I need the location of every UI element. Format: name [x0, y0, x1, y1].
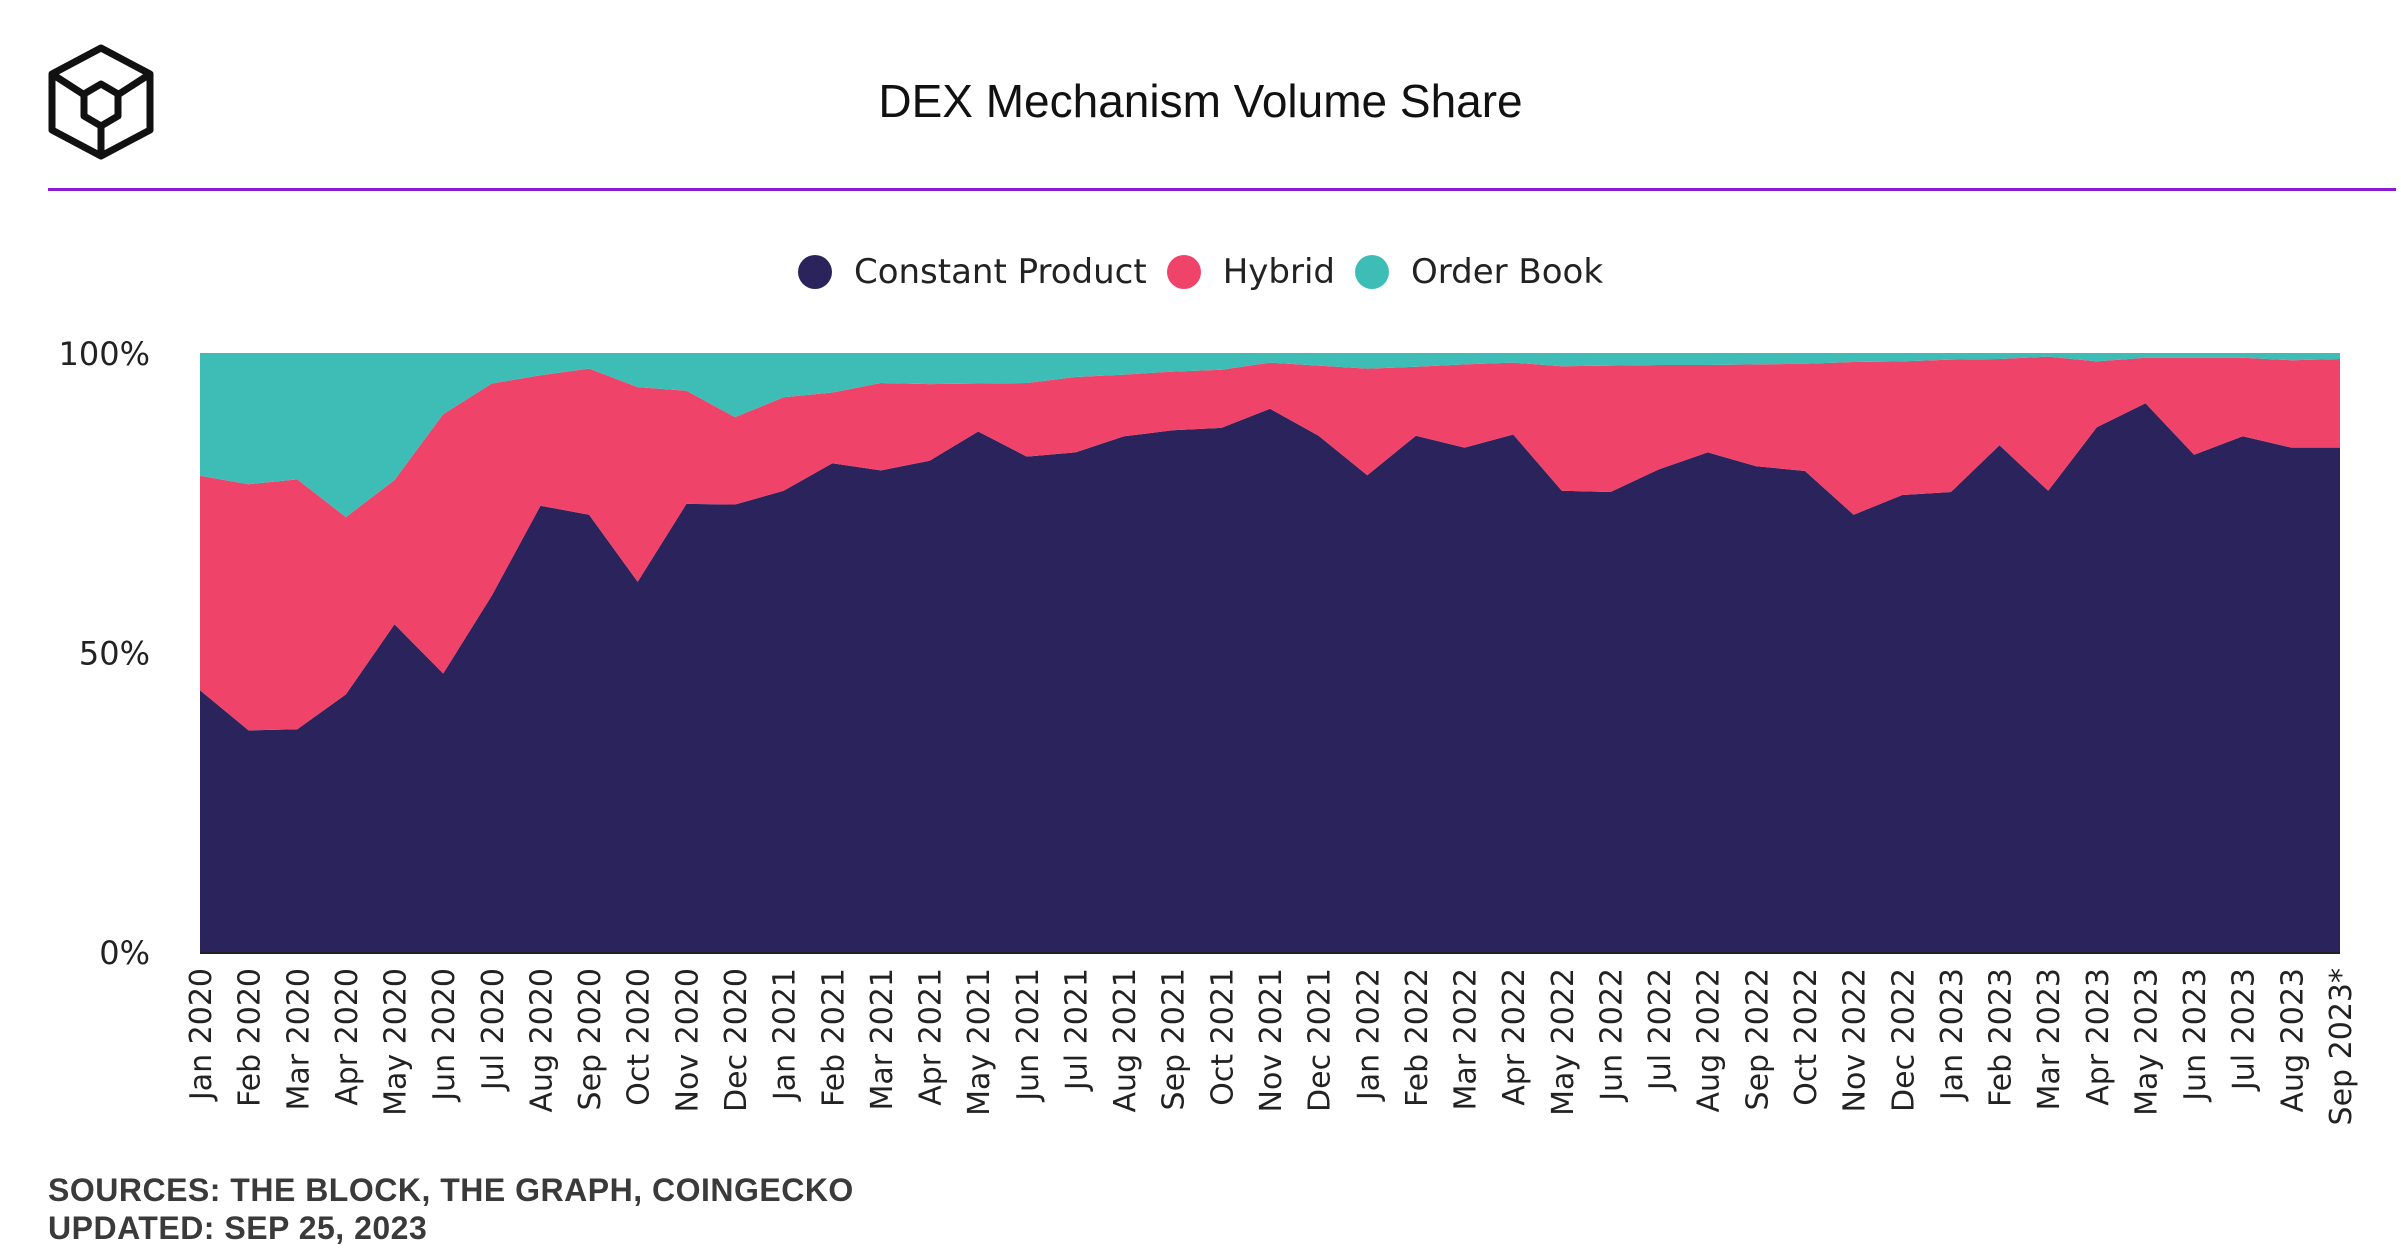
legend-swatch-order-book [1355, 255, 1389, 289]
header-divider [48, 188, 2396, 191]
legend-swatch-constant-product [797, 255, 832, 289]
x-tick-label: Jan 2023 [1935, 968, 1970, 1102]
x-tick-label: Sep 2022 [1740, 968, 1775, 1110]
x-tick-label: Aug 2023 [2275, 968, 2310, 1112]
area-series-constant-product[interactable] [200, 403, 2340, 952]
x-tick-label: Aug 2021 [1108, 968, 1143, 1112]
y-tick-label: 100% [59, 335, 150, 373]
x-tick-label: Oct 2020 [622, 968, 657, 1106]
the-block-logo-icon [48, 44, 154, 160]
x-tick-label: Jan 2022 [1351, 968, 1386, 1102]
legend-label-order-book: Order Book [1411, 252, 1604, 292]
x-tick-label: Mar 2023 [2032, 968, 2067, 1111]
x-tick-label: Dec 2021 [1303, 968, 1338, 1112]
x-tick-label: Jun 2021 [1011, 968, 1046, 1103]
x-tick-label: Apr 2023 [2081, 968, 2116, 1106]
x-tick-label: Dec 2020 [719, 968, 754, 1112]
chart-legend: Constant Product Hybrid Order Book [0, 252, 2401, 292]
x-tick-label: Jan 2021 [768, 968, 803, 1102]
area-series-hybrid[interactable] [200, 356, 2340, 731]
x-tick-label: Jun 2020 [427, 968, 462, 1103]
x-tick-label: Sep 2023* [2324, 968, 2359, 1125]
x-tick-label: Sep 2021 [1157, 968, 1192, 1110]
x-tick-label: Jun 2023 [2178, 968, 2213, 1103]
x-tick-label: Jul 2023 [2227, 968, 2262, 1092]
y-tick-label: 0% [99, 934, 150, 972]
x-tick-label: Feb 2022 [1400, 968, 1435, 1107]
x-tick-label: Oct 2021 [1205, 968, 1240, 1106]
x-tick-label: Oct 2022 [1789, 968, 1824, 1106]
x-tick-label: May 2020 [379, 968, 414, 1116]
x-tick-label: Jul 2020 [476, 968, 511, 1092]
x-tick-label: Feb 2023 [1984, 968, 2019, 1107]
x-tick-label: May 2023 [2130, 968, 2165, 1116]
x-tick-label: Feb 2021 [816, 968, 851, 1107]
chart-title: DEX Mechanism Volume Share [878, 75, 1523, 127]
x-tick-label: Apr 2021 [914, 968, 949, 1106]
x-tick-label: May 2021 [962, 968, 997, 1116]
x-tick-label: Nov 2020 [670, 968, 705, 1112]
legend-label-constant-product: Constant Product [853, 252, 1147, 292]
x-tick-label: Mar 2020 [281, 968, 316, 1111]
updated-note: UPDATED: SEP 25, 2023 [48, 1210, 428, 1246]
x-tick-label: Apr 2022 [1497, 968, 1532, 1106]
x-tick-label: Aug 2020 [525, 968, 560, 1112]
x-tick-label: Jan 2020 [184, 968, 219, 1102]
x-tick-label: Sep 2020 [573, 968, 608, 1110]
x-tick-label: Feb 2020 [233, 968, 268, 1107]
x-tick-label: Nov 2021 [1254, 968, 1289, 1112]
sources-note: SOURCES: THE BLOCK, THE GRAPH, COINGECKO [48, 1172, 854, 1208]
area-series-order-book[interactable] [200, 353, 2340, 518]
x-tick-label: May 2022 [1546, 968, 1581, 1116]
x-tick-label: Aug 2022 [1692, 968, 1727, 1112]
legend-item-hybrid[interactable]: Hybrid [1166, 252, 1335, 292]
x-tick-label: Jun 2022 [1595, 968, 1630, 1103]
stacked-area-chart: 0% 50% 100% Jan 2020 Feb 2020 Mar 2020 Apr 202… [59, 335, 2359, 1125]
legend-swatch-hybrid [1166, 255, 1201, 289]
legend-item-constant-product[interactable]: Constant Product [797, 252, 1147, 292]
legend-label-hybrid: Hybrid [1222, 252, 1335, 292]
x-tick-label: Jul 2021 [1060, 968, 1095, 1092]
x-tick-label: Dec 2022 [1886, 968, 1921, 1112]
x-tick-label: Apr 2020 [330, 968, 365, 1106]
y-tick-label: 50% [79, 635, 150, 673]
x-tick-label: Nov 2022 [1838, 968, 1873, 1112]
x-tick-label: Mar 2021 [865, 968, 900, 1111]
x-tick-label: Jul 2022 [1643, 968, 1678, 1092]
legend-item-order-book[interactable]: Order Book [1355, 252, 1603, 292]
x-tick-label: Mar 2022 [1449, 968, 1484, 1111]
